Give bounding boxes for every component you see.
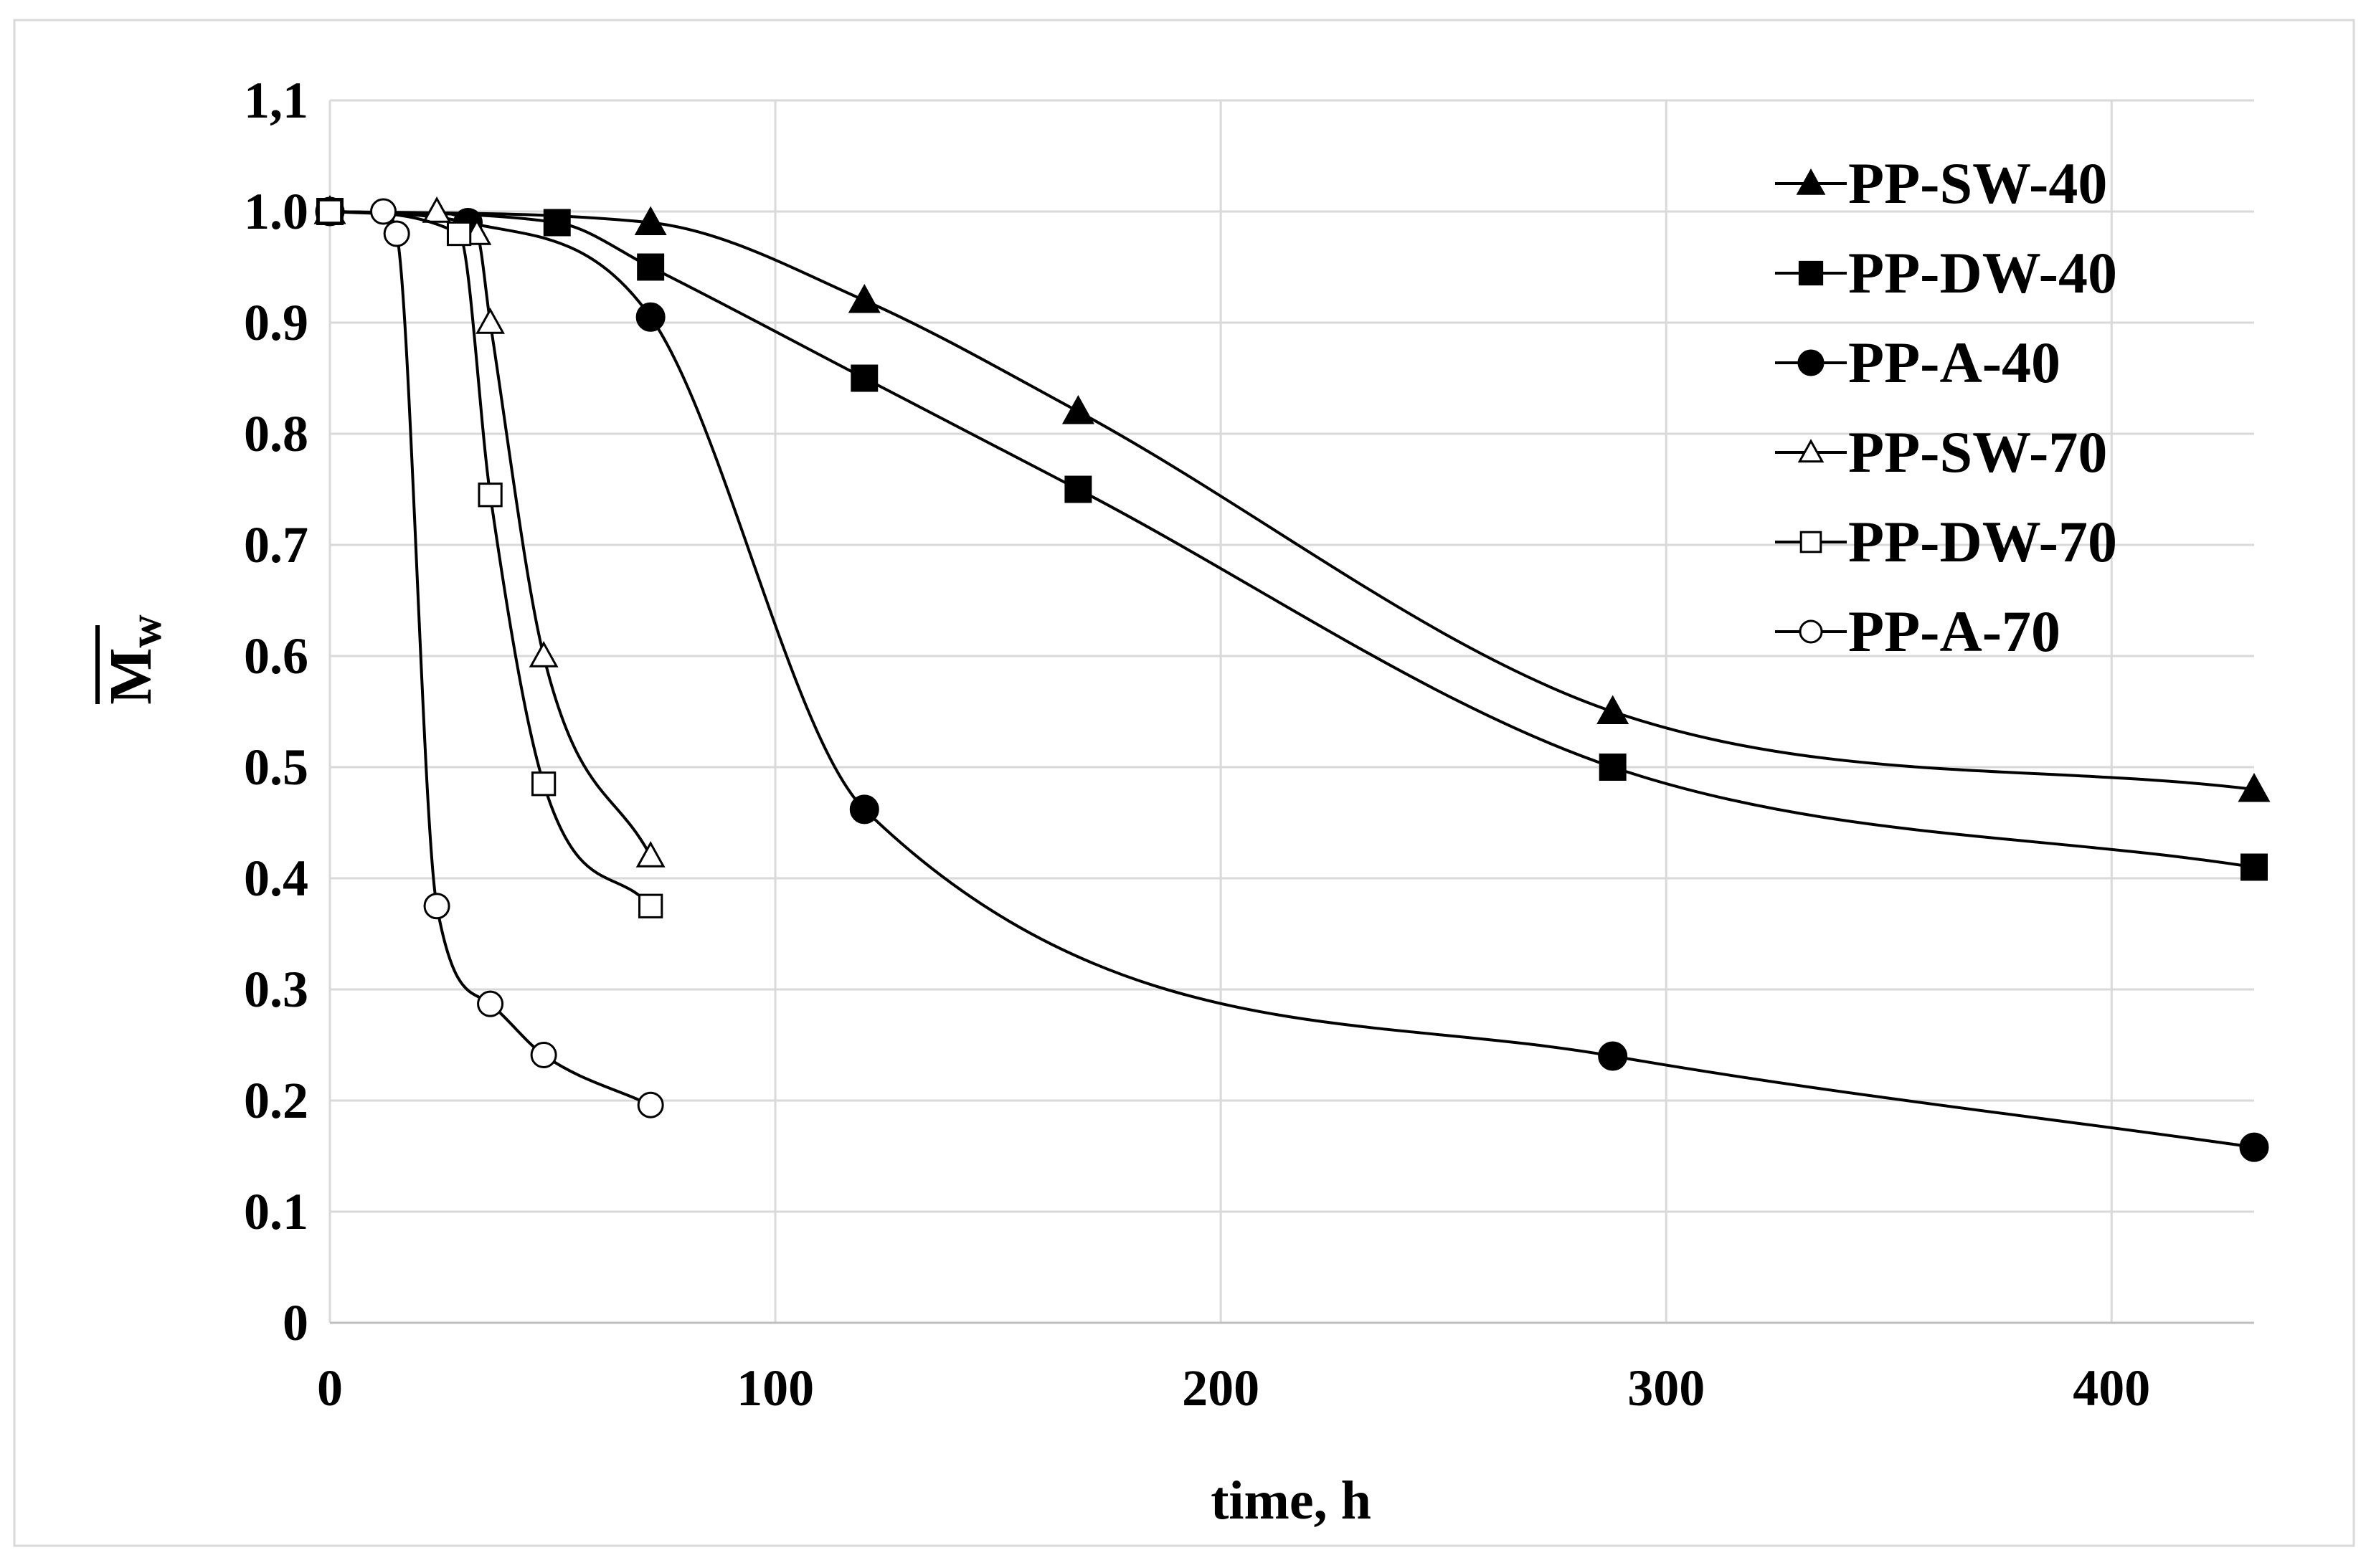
legend: PP-SW-40 PP-DW-40 PP-A-40 PP-SW-70 PP-DW-70 P… <box>1775 151 2117 664</box>
series-pp-sw-70 <box>422 196 666 868</box>
data-point <box>635 841 666 868</box>
legend-item: PP-DW-40 <box>1775 240 2117 305</box>
data-point <box>848 283 881 313</box>
legend-label: PP-DW-70 <box>1848 509 2117 574</box>
data-point <box>1598 1041 1628 1071</box>
data-point <box>1796 168 1826 195</box>
x-tick-label: 100 <box>737 1359 814 1417</box>
y-axis-title-main: Mw <box>98 614 171 705</box>
data-point <box>530 1041 557 1068</box>
series-layer <box>313 194 2271 1162</box>
data-point <box>422 196 452 223</box>
x-tick-label: 0 <box>317 1359 343 1417</box>
data-point <box>543 209 571 237</box>
chart-frame <box>13 19 2355 1547</box>
legend-item: PP-DW-70 <box>1775 509 2117 574</box>
y-tick-label: 0.1 <box>244 1183 308 1240</box>
legend-label: PP-DW-40 <box>1848 240 2117 305</box>
data-point <box>317 199 343 224</box>
data-point <box>1596 695 1629 724</box>
data-point <box>1799 531 1822 553</box>
data-point <box>370 198 397 225</box>
y-tick-label: 1,1 <box>244 72 308 129</box>
legend-item: PP-A-70 <box>1775 599 2060 664</box>
x-tick-label: 400 <box>2073 1359 2150 1417</box>
data-point <box>1797 349 1825 376</box>
y-tick-label: 0.8 <box>244 405 308 462</box>
data-point <box>1798 260 1824 286</box>
data-point <box>531 771 557 797</box>
y-tick-label: 0.2 <box>244 1072 308 1129</box>
axis-layer: 0 0.1 0.2 0.3 0.4 0.5 0.6 0.7 0.8 0.9 1.0 1,1 0 100 20… <box>244 72 2254 1417</box>
data-point <box>1797 439 1825 463</box>
x-axis-title: time, h <box>1211 1470 1371 1531</box>
data-point <box>849 794 879 825</box>
y-tick-label: 0.4 <box>244 850 308 907</box>
data-point <box>529 641 559 667</box>
data-point <box>638 893 663 918</box>
data-point <box>634 206 667 235</box>
series-pp-a-70 <box>370 198 664 1118</box>
series-line <box>329 210 2255 1149</box>
data-point <box>635 302 666 332</box>
x-tick-label: 200 <box>1182 1359 1259 1417</box>
data-point <box>637 253 665 281</box>
y-tick-label: 0.3 <box>244 961 308 1018</box>
data-point <box>2239 1132 2269 1162</box>
data-point <box>2238 772 2271 802</box>
data-point <box>478 483 503 508</box>
data-point <box>637 1091 664 1118</box>
data-point <box>477 990 504 1017</box>
data-point <box>446 221 472 247</box>
data-point <box>1061 394 1094 424</box>
y-tick-label: 0.5 <box>244 738 308 796</box>
y-tick-label: 0.6 <box>244 627 308 685</box>
legend-label: PP-SW-40 <box>1848 151 2107 216</box>
data-point <box>475 308 505 334</box>
y-tick-label: 0.9 <box>244 294 308 351</box>
data-point <box>1599 754 1627 781</box>
legend-label: PP-SW-70 <box>1848 419 2107 485</box>
legend-item: PP-A-40 <box>1775 330 2060 395</box>
y-axis-title: Mw <box>95 614 171 705</box>
data-point <box>423 893 450 920</box>
data-point <box>383 220 410 247</box>
x-tick-label: 300 <box>1627 1359 1705 1417</box>
series-pp-dw-70 <box>317 199 663 918</box>
series-line <box>329 210 652 908</box>
legend-item: PP-SW-70 <box>1775 419 2107 485</box>
data-point <box>1064 475 1092 503</box>
y-tick-label: 0.7 <box>244 516 308 574</box>
legend-item: PP-SW-40 <box>1775 151 2107 216</box>
series-line <box>329 210 2255 869</box>
data-point <box>2240 853 2268 881</box>
y-axis-title-subscript: w <box>120 614 171 647</box>
data-point <box>1799 619 1823 644</box>
y-tick-label: 1.0 <box>244 183 308 240</box>
legend-label: PP-A-70 <box>1848 599 2060 664</box>
data-point <box>851 364 879 392</box>
legend-label: PP-A-40 <box>1848 330 2060 395</box>
y-axis-title-symbol: M <box>98 647 164 704</box>
y-tick-label: 0 <box>283 1294 308 1351</box>
